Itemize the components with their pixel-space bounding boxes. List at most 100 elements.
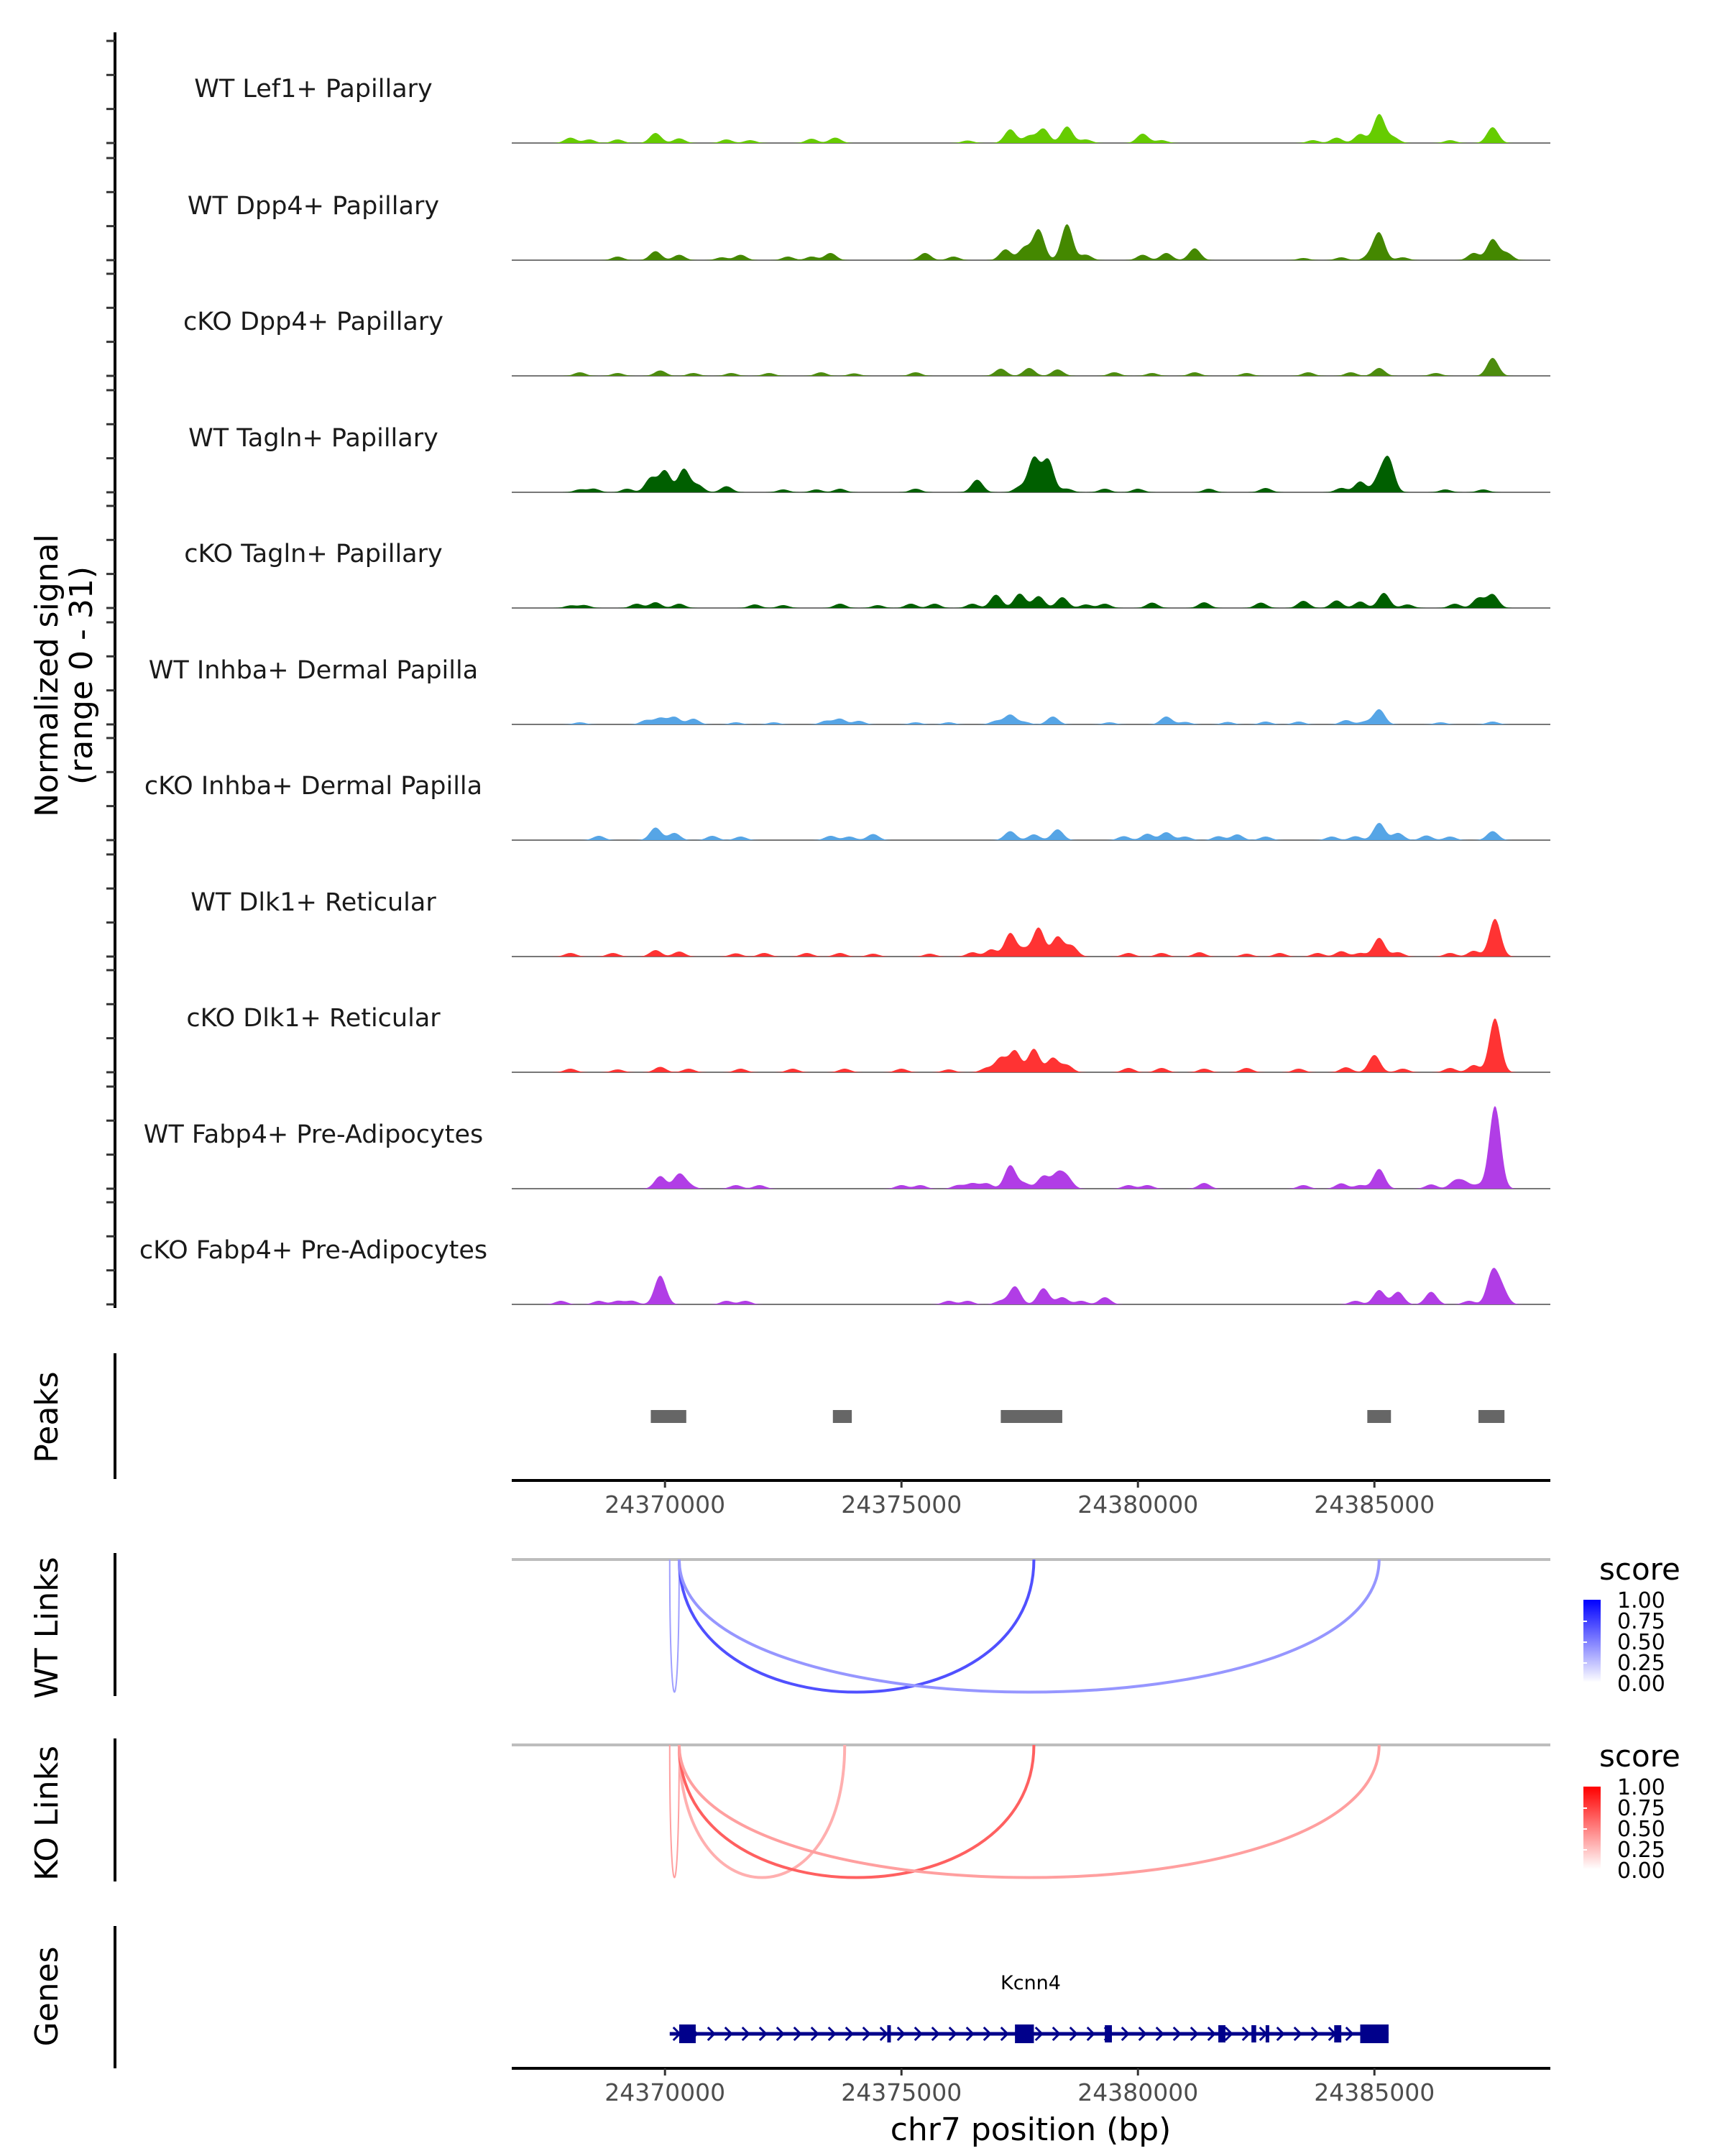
y-axis-title-line1: Normalized signal	[29, 534, 65, 817]
link-track-label: KO Links	[29, 1746, 65, 1881]
coverage-area	[512, 709, 1550, 724]
y-axis-title-line2: (range 0 - 31)	[63, 566, 100, 785]
strand-arrow-icon	[879, 2026, 888, 2042]
coverage-track: WT Fabp4+ Pre-Adipocytes	[144, 1105, 1550, 1189]
strand-arrow-icon	[914, 2026, 923, 2042]
coverage-area	[512, 823, 1550, 840]
gene-label-kcnn4: Kcnn4	[1000, 1972, 1061, 1994]
coverage-area	[512, 918, 1550, 957]
strand-arrow-icon	[1241, 2026, 1251, 2042]
gene-exon	[1334, 2025, 1342, 2042]
gene-exon	[1218, 2025, 1225, 2042]
coverage-track: WT Lef1+ Papillary	[194, 75, 1550, 144]
strand-arrow-icon	[948, 2026, 957, 2042]
coverage-area	[512, 114, 1550, 143]
legend-tick-label: 0.25	[1617, 1838, 1665, 1863]
coverage-area	[512, 224, 1550, 260]
strand-arrow-icon	[707, 2026, 716, 2042]
strand-arrow-icon	[896, 2026, 906, 2042]
track-label: cKO Tagln+ Papillary	[184, 540, 443, 568]
coverage-area	[512, 593, 1550, 608]
peak-region	[1367, 1410, 1392, 1423]
coverage-area	[512, 358, 1550, 376]
gene-exon	[1251, 2025, 1256, 2042]
peaks-track: Peaks	[29, 1353, 1505, 1479]
strand-arrow-icon	[741, 2026, 750, 2042]
track-label: cKO Dpp4+ Papillary	[183, 308, 443, 336]
strand-arrow-icon	[776, 2026, 785, 2042]
legend-tick-label: 0.50	[1617, 1817, 1665, 1842]
peak-region	[650, 1410, 686, 1423]
track-label: WT Lef1+ Papillary	[194, 75, 433, 103]
strand-arrow-icon	[793, 2026, 802, 2042]
coverage-track: cKO Fabp4+ Pre-Adipocytes	[139, 1236, 1550, 1305]
gene-exon	[1105, 2025, 1113, 2042]
track-label: WT Tagln+ Papillary	[188, 424, 438, 453]
strand-arrow-icon	[1345, 2026, 1354, 2042]
strand-arrow-icon	[1207, 2026, 1216, 2042]
x-axis-top: 24370000 24375000 24380000 24385000	[512, 1479, 1550, 1519]
coverage-track: cKO Dpp4+ Papillary	[183, 308, 1550, 377]
legend-colorbar	[1583, 1600, 1601, 1682]
coverage-track: WT Dlk1+ Reticular	[190, 888, 1550, 957]
gene-exon	[1015, 2024, 1034, 2043]
legend-tick-label: 0.00	[1617, 1858, 1665, 1884]
track-label: WT Inhba+ Dermal Papilla	[149, 656, 478, 685]
x-tick-label: 24380000	[1077, 2078, 1198, 2106]
x-axis-title: chr7 position (bp)	[891, 2111, 1172, 2148]
strand-arrow-icon	[1224, 2026, 1233, 2042]
legend-title: score	[1599, 1552, 1680, 1587]
peaks-track-label: Peaks	[29, 1371, 65, 1462]
link-arc	[677, 1559, 1381, 1694]
track-label: WT Dpp4+ Papillary	[188, 192, 439, 221]
link-track: WT Links	[29, 1553, 1550, 1699]
links-tracks: WT Links KO Links	[29, 1553, 1550, 1881]
coverage-track: WT Inhba+ Dermal Papilla	[149, 656, 1550, 725]
strand-arrow-icon	[983, 2026, 992, 2042]
coverage-tracks: WT Lef1+ Papillary WT Dpp4+ Papillary cKO …	[106, 32, 1550, 1308]
strand-arrow-icon	[1034, 2026, 1044, 2042]
strand-arrow-icon	[1190, 2026, 1199, 2042]
strand-arrow-icon	[1138, 2026, 1147, 2042]
strand-arrow-icon	[965, 2026, 975, 2042]
strand-arrow-icon	[862, 2026, 871, 2042]
legend-colorbar	[1583, 1787, 1601, 1869]
legend-tick-label: 1.00	[1617, 1775, 1665, 1800]
coverage-track: WT Dpp4+ Papillary	[188, 192, 1550, 261]
track-label: cKO Fabp4+ Pre-Adipocytes	[139, 1236, 487, 1265]
peak-region	[1478, 1410, 1505, 1423]
x-tick-label: 24375000	[841, 2078, 962, 2106]
x-tick-label: 24385000	[1314, 1491, 1435, 1519]
gene-exon	[887, 2025, 891, 2042]
track-label: WT Dlk1+ Reticular	[190, 888, 436, 917]
strand-arrow-icon	[1000, 2026, 1009, 2042]
peak-region	[1000, 1410, 1062, 1423]
coverage-area	[512, 1268, 1550, 1304]
strand-arrow-icon	[1069, 2026, 1078, 2042]
strand-arrow-icon	[1172, 2026, 1182, 2042]
x-tick-label: 24385000	[1314, 2078, 1435, 2106]
x-axis-bottom: 24370000 24375000 24380000 24385000	[512, 2067, 1550, 2106]
link-arc	[677, 1744, 847, 1879]
coverage-track: cKO Dlk1+ Reticular	[186, 1004, 1550, 1073]
track-label: cKO Inhba+ Dermal Papilla	[144, 772, 482, 801]
x-tick-label: 24370000	[604, 2078, 725, 2106]
strand-arrow-icon	[1310, 2026, 1320, 2042]
legend-tick-label: 0.75	[1617, 1796, 1665, 1821]
coverage-track: cKO Inhba+ Dermal Papilla	[144, 772, 1550, 841]
y-axis-title: Normalized signal (range 0 - 31)	[29, 534, 100, 817]
gene-exon	[1360, 2024, 1389, 2043]
genes-track: Genes Kcnn4	[29, 1926, 1389, 2068]
x-tick-label: 24370000	[604, 1491, 725, 1519]
strand-arrow-icon	[758, 2026, 768, 2042]
link-arc	[668, 1559, 680, 1693]
link-track-label: WT Links	[29, 1557, 65, 1698]
score-legends: score1.000.750.500.250.00score1.000.750.…	[1583, 1552, 1680, 1884]
strand-arrow-icon	[1276, 2026, 1285, 2042]
peak-region	[832, 1410, 852, 1423]
link-arc	[668, 1744, 680, 1879]
legend-tick-label: 0.50	[1617, 1630, 1665, 1655]
strand-arrow-icon	[724, 2026, 733, 2042]
